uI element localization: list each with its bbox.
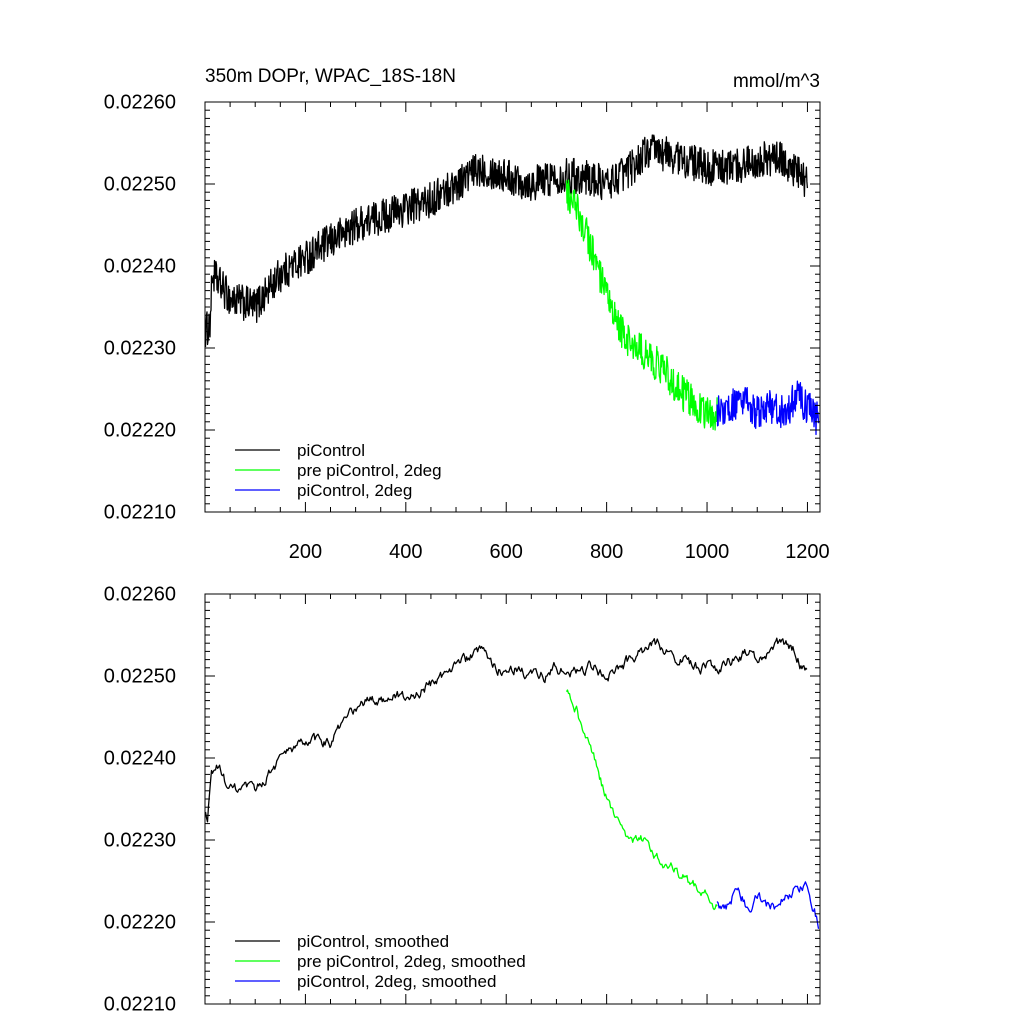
y-tick-label: 0.02210 xyxy=(104,501,176,523)
y-tick-label: 0.02220 xyxy=(104,911,176,933)
x-tick-label: 800 xyxy=(590,541,623,563)
y-tick-label: 0.02230 xyxy=(104,829,176,851)
legend-label: pre piControl, 2deg, smoothed xyxy=(297,952,526,971)
y-tick-label: 0.02240 xyxy=(104,255,176,277)
y-tick-label: 0.02240 xyxy=(104,747,176,769)
legend-label: piControl xyxy=(297,441,365,460)
x-tick-label: 1200 xyxy=(785,541,830,563)
y-tick-label: 0.02220 xyxy=(104,419,176,441)
y-tick-label: 0.02250 xyxy=(104,173,176,195)
legend-label: piControl, 2deg, smoothed xyxy=(297,972,496,991)
series-line-picontrol-smoothed xyxy=(204,637,808,823)
chart-title: 350m DOPr, WPAC_18S-18N xyxy=(205,66,456,87)
x-tick-label: 600 xyxy=(490,541,523,563)
series-line-pre-picontrol-2deg xyxy=(565,179,718,431)
smoothed-timeseries-panel: 0.02210 0.02220 0.02230 0.02240 0.02250 … xyxy=(104,583,821,1015)
series-line-picontrol xyxy=(204,134,809,348)
y-tick-label: 0.02260 xyxy=(104,583,176,605)
y-tick-label: 0.02210 xyxy=(104,993,176,1015)
units-label: mmol/m^3 xyxy=(733,71,820,92)
raw-timeseries-panel: 0.02210 0.02220 0.02230 0.02240 0.02250 … xyxy=(104,91,830,563)
smoothed-legend: piControl, smoothed pre piControl, 2deg,… xyxy=(235,932,526,991)
y-tick-label: 0.02230 xyxy=(104,337,176,359)
legend-label: piControl, 2deg xyxy=(297,481,412,500)
legend-label: piControl, smoothed xyxy=(297,932,449,951)
legend-label: pre piControl, 2deg xyxy=(297,461,442,480)
series-line-picontrol-2deg xyxy=(716,380,820,436)
x-tick-label: 1000 xyxy=(685,541,730,563)
x-tick-label: 400 xyxy=(389,541,422,563)
raw-legend: piControl pre piControl, 2deg piControl,… xyxy=(235,441,442,500)
x-tick-label: 200 xyxy=(289,541,322,563)
series-line-picontrol-2deg-smoothed xyxy=(716,881,820,929)
y-tick-label: 0.02250 xyxy=(104,665,176,687)
y-tick-label: 0.02260 xyxy=(104,91,176,113)
series-line-pre-picontrol-2deg-smoothed xyxy=(565,689,718,911)
